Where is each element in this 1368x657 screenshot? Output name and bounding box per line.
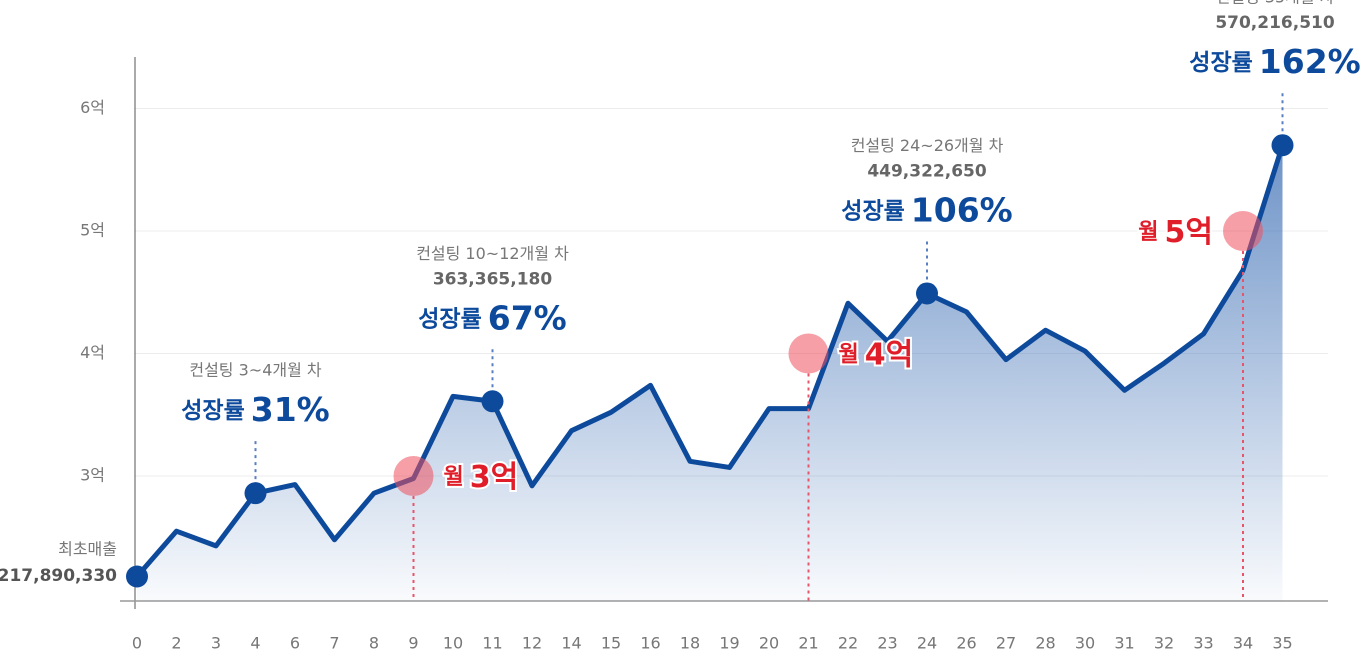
annotation-growth: 성장률 162% xyxy=(1189,42,1360,81)
annotation-title: 컨설팅 10~12개월 차 xyxy=(416,244,569,263)
annotation-title: 컨설팅 35개월 차 xyxy=(1216,0,1335,7)
threshold-word: 월 xyxy=(444,465,464,490)
x-tick-label: 9 xyxy=(408,634,418,653)
annotation-title: 컨설팅 24~26개월 차 xyxy=(851,136,1004,155)
start-point xyxy=(126,565,148,588)
x-tick-label: 23 xyxy=(877,634,897,653)
growth-value: 31% xyxy=(251,390,330,429)
x-tick-label: 16 xyxy=(640,634,660,653)
threshold-marker xyxy=(788,333,829,374)
annotation-point xyxy=(481,390,504,413)
x-tick-label: 10 xyxy=(443,634,463,653)
annotation-point xyxy=(1271,134,1294,157)
threshold-amount: 5억 xyxy=(1165,214,1213,249)
y-tick-label: 6억 xyxy=(80,98,105,117)
x-tick-label: 33 xyxy=(1193,634,1213,653)
annotation-growth: 성장률 106% xyxy=(841,190,1012,229)
start-title: 최초매출 xyxy=(58,540,117,559)
annotation-point xyxy=(916,282,938,305)
x-tick-label: 35 xyxy=(1272,634,1292,653)
growth-value: 106% xyxy=(911,190,1013,229)
y-tick-label: 4억 xyxy=(80,343,105,362)
threshold-word: 월 xyxy=(1138,220,1158,245)
annotation-growth: 성장률 67% xyxy=(418,298,566,337)
threshold-marker xyxy=(393,456,434,497)
x-tick-label: 11 xyxy=(482,634,502,653)
annotation-point xyxy=(244,482,267,505)
x-tick-label: 32 xyxy=(1154,634,1174,653)
start-value: 217,890,330 xyxy=(0,566,117,586)
x-tick-label: 15 xyxy=(601,634,621,653)
x-tick-label: 27 xyxy=(996,634,1016,653)
annotation-value: 449,322,650 xyxy=(867,161,987,181)
x-tick-label: 21 xyxy=(798,634,818,653)
x-tick-label: 19 xyxy=(719,634,739,653)
x-tick-label: 31 xyxy=(1114,634,1134,653)
threshold-label: 월 5억 xyxy=(1138,214,1213,249)
x-tick-label: 18 xyxy=(680,634,700,653)
x-tick-label: 26 xyxy=(956,634,976,653)
y-tick-label: 3억 xyxy=(80,466,105,485)
threshold-marker xyxy=(1223,210,1263,251)
x-tick-label: 20 xyxy=(759,634,779,653)
x-tick-label: 34 xyxy=(1233,634,1253,653)
threshold-amount: 3억 xyxy=(470,460,518,495)
x-tick-label: 2 xyxy=(171,634,181,653)
line-series xyxy=(135,144,1285,579)
growth-value: 162% xyxy=(1259,42,1361,81)
annotation-growth: 성장률 31% xyxy=(181,390,329,429)
x-tick-label: 12 xyxy=(522,634,542,653)
x-tick-label: 24 xyxy=(917,634,937,653)
threshold-amount: 4억 xyxy=(865,337,913,372)
x-tick-label: 30 xyxy=(1075,634,1095,653)
x-tick-label: 8 xyxy=(369,634,379,653)
x-tick-label: 6 xyxy=(290,634,300,653)
x-tick-label: 28 xyxy=(1035,634,1055,653)
y-tick-label: 5억 xyxy=(80,220,105,239)
growth-value: 67% xyxy=(488,298,567,337)
annotation-value: 570,216,510 xyxy=(1215,13,1335,33)
growth-label: 성장률 xyxy=(1189,50,1252,76)
threshold-label: 월 3억 xyxy=(444,460,519,495)
x-tick-label: 7 xyxy=(329,634,339,653)
growth-label: 성장률 xyxy=(841,198,904,224)
x-tick-label: 3 xyxy=(211,634,221,653)
annotation-title: 컨설팅 3~4개월 차 xyxy=(189,361,322,380)
x-tick-label: 4 xyxy=(250,634,260,653)
x-tick-label: 22 xyxy=(838,634,858,653)
growth-label: 성장률 xyxy=(418,306,481,332)
x-tick-label: 14 xyxy=(561,634,581,653)
threshold-word: 월 xyxy=(839,343,859,368)
threshold-label: 월 4억 xyxy=(839,337,914,372)
x-tick-label: 0 xyxy=(132,634,142,653)
annotation-value: 363,365,180 xyxy=(433,269,553,289)
growth-label: 성장률 xyxy=(181,398,244,424)
